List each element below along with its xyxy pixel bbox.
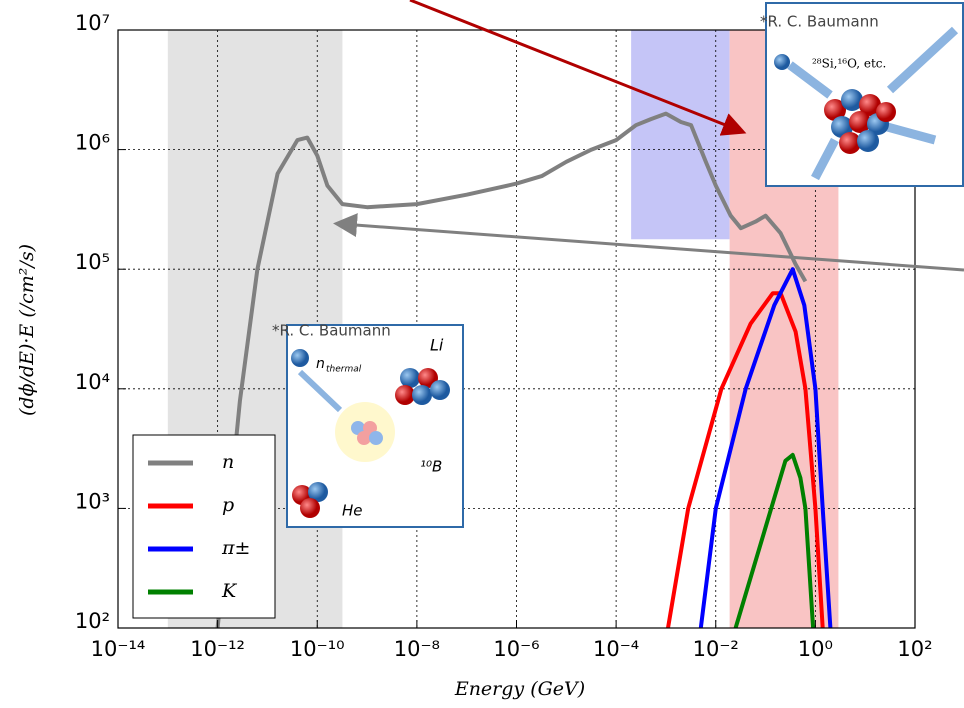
x-tick-label: 10⁻¹⁰: [290, 637, 345, 661]
y-tick-label: 10²: [75, 609, 110, 633]
inset-thermal: *R. C. Baumann n thermal Li ¹⁰B He: [272, 322, 463, 528]
inset-label: thermal: [326, 365, 362, 375]
x-tick-label: 10⁻⁸: [394, 637, 440, 661]
inset-label: ²⁸Si,¹⁶O, etc.: [812, 57, 886, 71]
legend-label: n: [222, 451, 234, 473]
inset-label: He: [342, 502, 363, 520]
inset-label: Li: [430, 336, 444, 355]
y-tick-label: 10³: [75, 489, 110, 513]
neutron-icon: [291, 349, 309, 367]
ion-icon: [774, 54, 790, 70]
x-tick-label: 10⁻¹⁴: [91, 637, 146, 661]
inset-label: n: [316, 356, 325, 372]
x-tick-label: 10⁻⁶: [493, 637, 539, 661]
legend-label: K: [221, 580, 238, 602]
legend-label: π±: [221, 537, 250, 559]
x-tick-label: 10²: [897, 637, 932, 661]
inset-spallation: *R. C. Baumann ²⁸Si,¹⁶O, etc.: [760, 3, 963, 186]
inset-label: ¹⁰B: [420, 458, 442, 476]
inset-credit: *R. C. Baumann: [272, 322, 391, 340]
legend-label: p: [222, 494, 234, 516]
legend: np π± K: [133, 435, 275, 618]
x-tick-label: 10⁰: [798, 637, 833, 661]
y-tick-label: 10⁷: [75, 11, 110, 35]
x-axis-label: Energy (GeV): [454, 678, 585, 700]
x-tick-label: 10⁻²: [693, 637, 739, 661]
chart: 10⁻¹⁴ 10⁻¹² 10⁻¹⁰ 10⁻⁸ 10⁻⁶ 10⁻⁴ 10⁻² 10⁰ 10² 10²…: [0, 0, 964, 704]
y-tick-label: 10⁵: [75, 250, 110, 274]
y-tick-label: 10⁴: [75, 370, 110, 394]
y-axis-label: (dϕ/dE)·E (/cm²/s): [16, 244, 38, 416]
x-tick-label: 10⁻⁴: [593, 637, 639, 661]
x-tick-label: 10⁻¹²: [190, 637, 245, 661]
shaded-region: [631, 30, 730, 239]
y-tick-label: 10⁶: [75, 131, 110, 155]
inset-credit: *R. C. Baumann: [760, 13, 879, 31]
